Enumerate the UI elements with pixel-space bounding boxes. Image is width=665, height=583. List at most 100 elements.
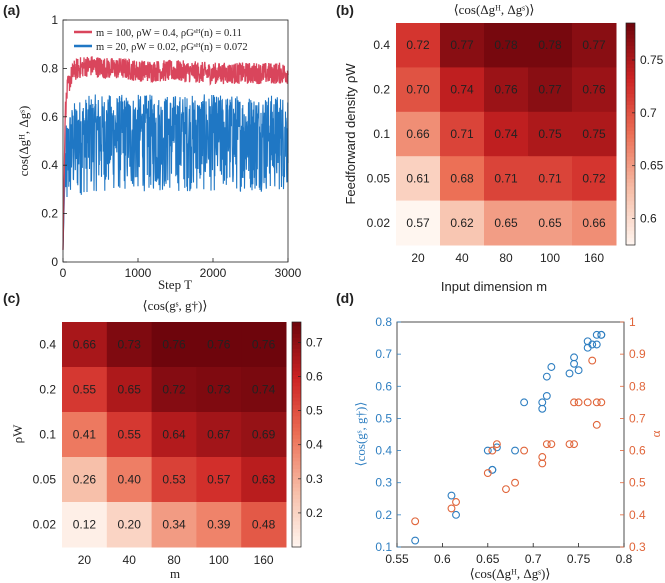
panel-a-ytick-label: 0.6	[41, 110, 58, 124]
panel-d-ytick-right-label: 0.8	[629, 379, 646, 393]
panel-b-colorbar-segment	[626, 97, 635, 102]
panel-b-cell	[396, 156, 441, 202]
panel-b-ytick-label: 0.2	[373, 83, 390, 97]
panel-c-colorbar-segment	[292, 494, 301, 499]
panel-c-heatmap: ⟨cos(gˢ, g†)⟩ 0.66 0.73 0.76 0.76 0.760.55 0.…	[10, 298, 323, 581]
panel-b-cell-label: 0.62	[450, 216, 474, 230]
panel-b-cell-label: 0.65	[538, 216, 562, 230]
panel-d-point-series-2	[488, 446, 497, 455]
panel-c-colorbar-segment	[292, 325, 301, 331]
panel-c-colorbar-segment	[292, 355, 301, 361]
panel-c-cell	[151, 457, 197, 503]
panel-b-cell-label: 0.76	[494, 83, 518, 97]
panel-b-cell	[528, 111, 573, 157]
panel-d-axes-box	[396, 321, 625, 548]
panel-d-ytick-left-label: 0.4	[375, 444, 392, 458]
panel-d-point-series-2	[520, 446, 529, 455]
panel-c-cell-label: 0.76	[162, 338, 186, 352]
panel-d-point-series-1	[565, 369, 574, 378]
panel-b-cell	[572, 67, 617, 113]
panel-c-colorbar-segment	[292, 378, 301, 383]
panel-c-colorbar-segment	[292, 382, 301, 387]
panel-b-cell	[484, 156, 529, 202]
panel-b-title: ⟨cos(Δgᴴ, Δgˢ)⟩	[454, 2, 535, 17]
panel-b-colorbar-segment	[626, 211, 635, 216]
panel-c-colorbar-segment	[292, 344, 301, 349]
panel-d-xtick-label: 0.7	[525, 552, 542, 566]
panel-b-colorbar-segment	[626, 48, 635, 54]
panel-c-cell-label: 0.55	[118, 428, 142, 442]
panel-b-colorbar-segment	[626, 182, 635, 187]
panel-b-colorbar-segment	[626, 141, 635, 146]
panel-c-xtick-label: 100	[209, 553, 229, 567]
panel-b-cell	[528, 23, 573, 68]
panel-c-colorbar-segment	[292, 374, 301, 379]
panel-b-colorbar-segment	[626, 193, 635, 198]
panel-c-cells: 0.66 0.73 0.76 0.76 0.76 0.55 0.65 0.72 0.73 0.74…	[62, 322, 287, 548]
panel-b-colorbar-segment	[626, 156, 635, 161]
panel-b-colorbar-segment	[626, 145, 635, 150]
panel-b-cell-label: 0.71	[450, 127, 474, 141]
panel-b-colorbar-segment	[626, 171, 635, 176]
panel-c-colorbar-segment	[292, 468, 301, 473]
panel-b-colorbar-segment	[626, 108, 635, 113]
panel-c-cell	[196, 502, 242, 548]
panel-d-xtick-label: 0.6	[434, 552, 451, 566]
panel-a-xtick-label: 3000	[275, 266, 302, 280]
panel-c-colorbar-segment	[292, 505, 301, 511]
panel-b-colorbar-segment	[626, 215, 635, 220]
panel-b-cell-label: 0.57	[406, 216, 430, 230]
panel-d-point-series-1	[570, 359, 579, 368]
panel-b-cells: 0.72 0.77 0.78 0.78 0.77 0.70 0.74 0.76 0.77 0.76…	[396, 23, 617, 246]
panel-c-cell-label: 0.69	[252, 428, 276, 442]
panel-b-cell	[440, 23, 485, 68]
panel-c-colorbar-segment	[292, 498, 301, 503]
panel-b-cell-label: 0.74	[494, 127, 518, 141]
panel-c-cell-label: 0.53	[162, 473, 186, 487]
panel-b-colorbar-segment	[626, 148, 635, 154]
panel-b-ytick-label: 0.05	[367, 171, 391, 185]
panel-c-colorbar-segment	[292, 430, 301, 436]
panel-c-colorbar-segment	[292, 487, 301, 492]
panel-d-point-series-2	[592, 420, 601, 429]
panel-b-cell	[528, 200, 573, 246]
panel-d-point-series-1	[538, 398, 547, 407]
panel-d-ytick-right-label: 0.5	[629, 476, 646, 490]
panel-c-colorbar-label: 0.2	[306, 506, 323, 520]
panel-b-cell-label: 0.78	[538, 38, 562, 52]
panel-d-point-series-2	[447, 504, 456, 513]
panel-c-cell	[106, 322, 153, 368]
panel-d-point-series-2	[542, 440, 551, 449]
panel-b-cell	[572, 156, 617, 202]
panel-b-xlabel: Input dimension m	[441, 279, 547, 294]
panel-d-point-series-2	[565, 440, 574, 449]
panel-b-cell-label: 0.75	[538, 127, 562, 141]
panel-c-colorbar-segment	[292, 532, 301, 537]
panel-a-xtick-label: 1000	[125, 266, 152, 280]
panel-c-colorbar-segment	[292, 490, 301, 496]
panel-b-colorbar-segment	[626, 34, 635, 39]
panel-a-series	[62, 56, 289, 250]
panel-b-colorbar-segment	[626, 174, 635, 179]
panel-c-colorbar-label: 0.7	[306, 335, 323, 349]
panel-c-cell	[241, 457, 287, 503]
panel-b-colorbar-segment	[626, 189, 635, 194]
panel-b-colorbar-segment	[626, 52, 635, 57]
panel-c-cell	[241, 322, 287, 368]
panel-b-cell-label: 0.61	[406, 171, 430, 185]
panel-c-colorbar-segment	[292, 535, 301, 541]
panel-d-ytick-left-label: 0.7	[375, 347, 392, 361]
panel-c-colorbar-segment	[292, 393, 301, 398]
panel-b-colorbar-segment	[626, 23, 635, 28]
panel-d-point-series-1	[542, 391, 551, 400]
panel-c-cell-label: 0.48	[252, 518, 276, 532]
panel-b-colorbar-label: 0.7	[640, 106, 657, 120]
panel-d-point-series-1	[538, 404, 547, 413]
panel-d-point-series-2	[592, 398, 601, 407]
panel-b-xtick-label: 40	[455, 251, 469, 265]
panel-c-cell	[196, 322, 242, 368]
panel-c-colorbar-segment	[292, 359, 301, 364]
panel-d-point-series-2	[502, 485, 510, 494]
panel-c-ytick-label: 0.02	[33, 518, 57, 532]
panel-c-colorbar-label: 0.3	[306, 472, 323, 486]
